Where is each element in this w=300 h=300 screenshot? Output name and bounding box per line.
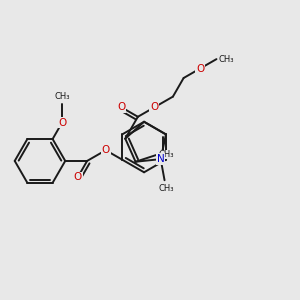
Text: CH₃: CH₃ — [158, 150, 174, 159]
Text: CH₃: CH₃ — [54, 92, 70, 101]
Text: O: O — [74, 172, 82, 182]
Text: CH₃: CH₃ — [158, 184, 174, 193]
Text: O: O — [102, 145, 110, 155]
Text: O: O — [117, 102, 126, 112]
Text: O: O — [150, 102, 158, 112]
Text: O: O — [58, 118, 66, 128]
Text: N: N — [157, 154, 165, 164]
Text: O: O — [196, 64, 204, 74]
Text: CH₃: CH₃ — [219, 55, 234, 64]
